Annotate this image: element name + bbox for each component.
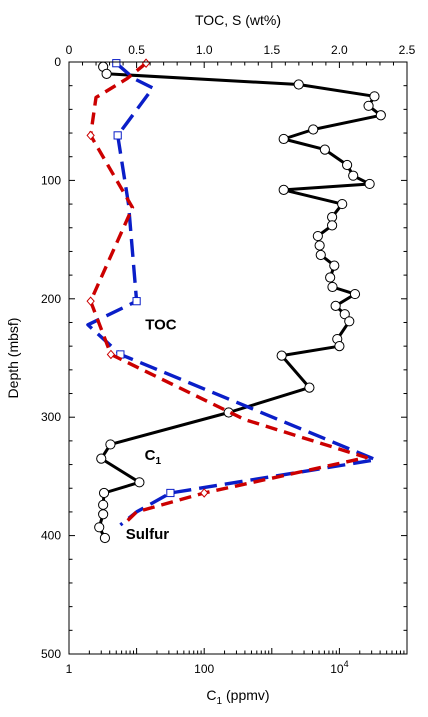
data-point-c1 bbox=[278, 133, 289, 145]
axis-titles: TOC, S (wt%) C1 (ppmv) Depth (mbsf) bbox=[5, 12, 281, 707]
axis-ticks: 0 100 200 300 400 500 0 0.5 1.0 1.5 2.0 2.5 1 100 104 bbox=[41, 43, 416, 676]
y-tick-label: 100 bbox=[41, 173, 61, 187]
top-tick-label: 0.5 bbox=[128, 43, 145, 57]
data-point-c1 bbox=[312, 230, 323, 242]
y-tick-label: 500 bbox=[41, 647, 61, 661]
data-point-c1 bbox=[329, 260, 340, 271]
data-point-c1 bbox=[308, 124, 319, 135]
y-tick-label: 200 bbox=[41, 292, 61, 306]
data-point-toc bbox=[112, 59, 121, 68]
series-toc bbox=[86, 59, 378, 527]
y-tick-label: 0 bbox=[54, 55, 61, 69]
data-point-c1 bbox=[278, 184, 289, 195]
series-sulfur bbox=[86, 58, 369, 527]
bottom-tick-label: 104 bbox=[330, 659, 348, 676]
data-point-c1 bbox=[304, 382, 315, 393]
chart-annotations: TOC C1 Sulfur bbox=[126, 317, 177, 544]
top-axis-title: TOC, S (wt%) bbox=[195, 12, 281, 28]
data-point-c1 bbox=[134, 477, 145, 488]
data-point-c1 bbox=[330, 300, 341, 312]
top-tick-label: 1.5 bbox=[263, 43, 280, 57]
top-tick-label: 2.5 bbox=[399, 43, 416, 57]
series-c1 bbox=[94, 61, 386, 544]
series-line-toc bbox=[86, 61, 378, 527]
data-point-c1 bbox=[337, 198, 348, 210]
data-point-toc bbox=[132, 297, 141, 306]
data-point-c1 bbox=[101, 68, 112, 79]
data-point-c1 bbox=[339, 309, 350, 320]
data-point-c1 bbox=[96, 453, 107, 464]
top-tick-label: 0 bbox=[66, 43, 73, 57]
plot-border bbox=[68, 61, 408, 655]
annotation-label: Sulfur bbox=[126, 526, 169, 543]
data-point-c1 bbox=[315, 249, 326, 261]
top-tick-label: 1.0 bbox=[196, 43, 213, 57]
data-point-c1 bbox=[105, 439, 116, 450]
data-point-c1 bbox=[348, 170, 359, 181]
data-point-sulfur bbox=[200, 488, 209, 498]
data-point-c1 bbox=[98, 487, 110, 499]
y-tick-label: 300 bbox=[41, 410, 61, 424]
data-point-c1 bbox=[349, 288, 361, 300]
data-point-c1 bbox=[364, 178, 375, 190]
data-point-sulfur bbox=[86, 130, 95, 141]
bottom-tick-label: 100 bbox=[194, 662, 214, 676]
data-point-sulfur bbox=[106, 349, 116, 360]
data-point-c1 bbox=[98, 499, 109, 510]
data-point-c1 bbox=[99, 532, 111, 544]
bottom-axis-title: C1 (ppmv) bbox=[206, 687, 269, 707]
series-line-sulfur bbox=[88, 61, 369, 527]
data-point-c1 bbox=[327, 220, 338, 231]
bottom-tick-label: 1 bbox=[66, 662, 73, 676]
data-point-c1 bbox=[334, 341, 345, 352]
data-point-c1 bbox=[327, 281, 338, 293]
data-point-toc bbox=[166, 488, 175, 498]
data-point-c1 bbox=[344, 316, 355, 327]
plot-frame bbox=[68, 61, 408, 655]
data-point-c1 bbox=[94, 522, 105, 533]
data-point-c1 bbox=[375, 110, 386, 121]
data-point-sulfur bbox=[86, 296, 95, 306]
top-tick-label: 2.0 bbox=[331, 43, 348, 57]
data-point-toc bbox=[113, 131, 122, 140]
data-point-c1 bbox=[325, 272, 336, 283]
data-point-c1 bbox=[293, 79, 304, 90]
annotation-label: C1 bbox=[145, 447, 162, 467]
data-point-c1 bbox=[276, 350, 287, 361]
annotation-label: TOC bbox=[145, 317, 177, 334]
data-point-c1 bbox=[319, 144, 330, 155]
data-point-c1 bbox=[363, 100, 374, 111]
data-point-c1 bbox=[314, 240, 325, 251]
y-tick-label: 400 bbox=[41, 529, 61, 543]
data-point-c1 bbox=[369, 91, 380, 102]
data-point-c1 bbox=[342, 159, 353, 171]
data-point-c1 bbox=[98, 509, 109, 520]
y-axis-title: Depth (mbsf) bbox=[5, 318, 21, 399]
